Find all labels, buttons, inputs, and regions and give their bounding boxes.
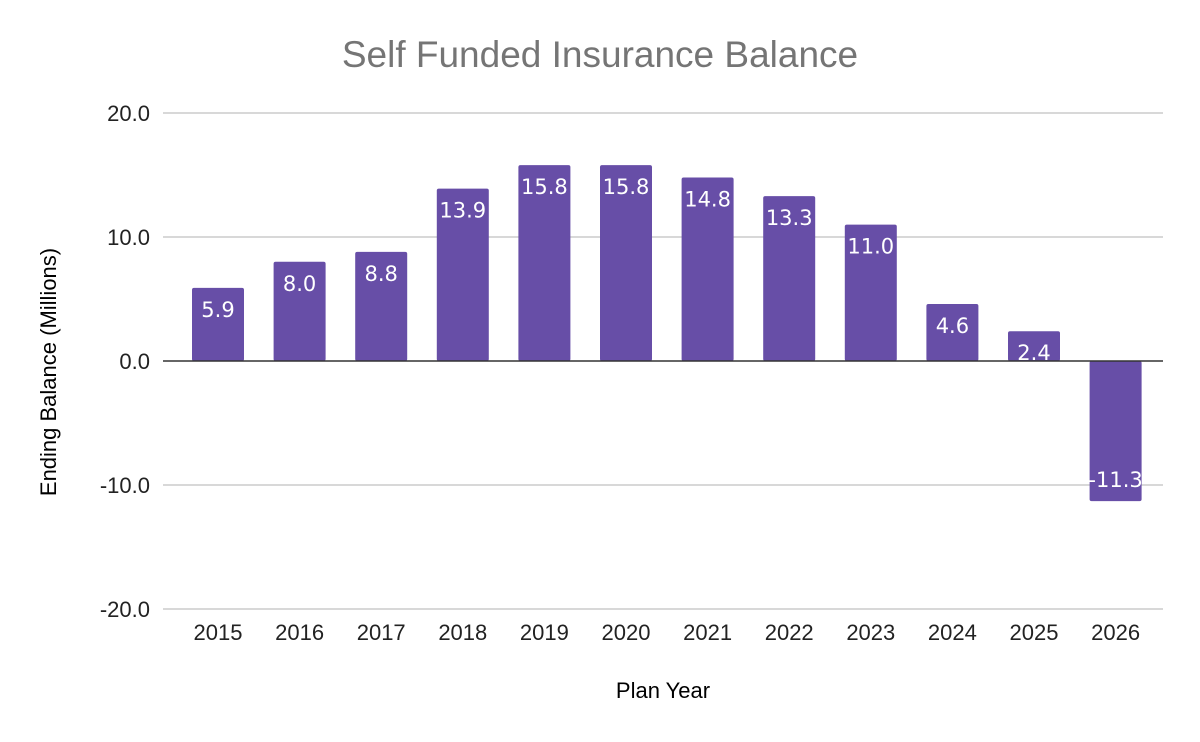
y-tick-label: 20.0 — [107, 101, 150, 126]
x-tick-label: 2019 — [520, 620, 569, 645]
bar-2019 — [518, 165, 571, 361]
bar-2018 — [436, 188, 489, 361]
bar-2026 — [1089, 361, 1142, 502]
data-label: 4.6 — [936, 314, 969, 338]
data-label: 8.0 — [283, 272, 316, 296]
data-label: 13.9 — [439, 199, 486, 223]
bar-2024 — [926, 303, 979, 361]
y-axis-ticks: 20.0 10.0 0.0 -10.0 -20.0 — [100, 101, 150, 622]
data-label: 5.9 — [201, 298, 234, 322]
y-tick-label: 0.0 — [119, 349, 150, 374]
x-axis-title: Plan Year — [616, 678, 710, 703]
data-label: 14.8 — [684, 187, 731, 211]
x-axis-ticks: 2015 2016 2017 2018 2019 2020 2021 2022 2023 2024… — [194, 620, 1141, 645]
data-label: 11.0 — [847, 235, 894, 259]
bar-2015 — [192, 287, 244, 361]
y-tick-label: 10.0 — [107, 225, 150, 250]
bar-2022 — [763, 196, 816, 361]
x-tick-label: 2023 — [846, 620, 895, 645]
data-label: 2.4 — [1017, 341, 1050, 365]
bar-2016 — [273, 261, 326, 361]
x-tick-label: 2020 — [602, 620, 651, 645]
y-tick-label: -20.0 — [100, 597, 150, 622]
x-tick-label: 2016 — [275, 620, 324, 645]
y-tick-label: -10.0 — [100, 473, 150, 498]
x-tick-label: 2017 — [357, 620, 406, 645]
x-tick-label: 2015 — [194, 620, 243, 645]
bars — [192, 165, 1142, 502]
x-tick-label: 2025 — [1010, 620, 1059, 645]
data-label: -11.3 — [1088, 468, 1142, 492]
data-label: 13.3 — [766, 206, 813, 230]
gridlines — [163, 112, 1163, 610]
bar-2025 — [1008, 331, 1060, 361]
bar-2021 — [681, 177, 734, 361]
x-tick-label: 2021 — [683, 620, 732, 645]
data-labels: 5.9 8.0 8.8 13.9 15.8 15.8 14.8 13.3 11.0 4.6 2.4 -… — [201, 175, 1142, 492]
y-axis-title: Ending Balance (Millions) — [36, 248, 61, 496]
x-tick-label: 2018 — [438, 620, 487, 645]
data-label: 15.8 — [521, 175, 568, 199]
data-label: 15.8 — [603, 175, 650, 199]
bar-2023 — [844, 224, 897, 361]
chart-title: Self Funded Insurance Balance — [342, 34, 858, 75]
data-label: 8.8 — [364, 262, 397, 286]
x-tick-label: 2022 — [765, 620, 814, 645]
x-tick-label: 2026 — [1091, 620, 1140, 645]
bar-2020 — [600, 165, 652, 361]
x-tick-label: 2024 — [928, 620, 977, 645]
bar-2017 — [355, 251, 408, 361]
